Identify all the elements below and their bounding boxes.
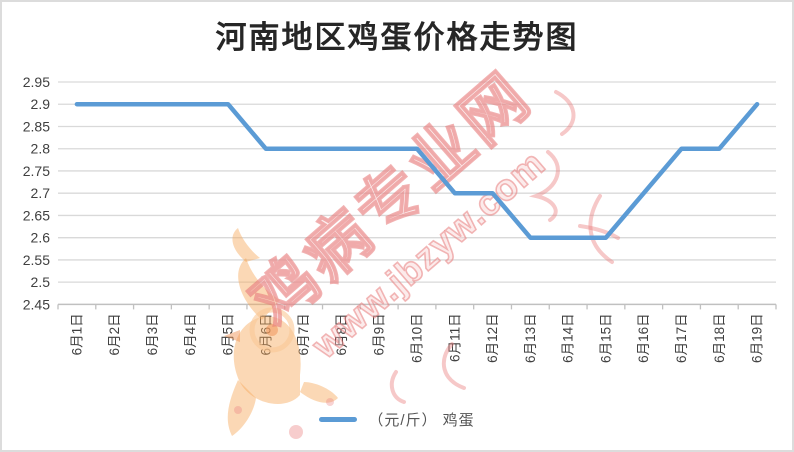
price-line-series (74, 101, 760, 240)
x-axis-label: 6月7日 (296, 313, 311, 355)
y-axis-label: 2.65 (23, 207, 50, 223)
legend: （元/斤） 鸡蛋 (0, 409, 794, 430)
x-axis-label: 6月19日 (750, 313, 765, 363)
y-axis-label: 2.8 (31, 141, 51, 157)
x-axis-label: 6月11日 (447, 313, 462, 362)
legend-line-swatch (319, 417, 358, 422)
x-axis-label: 6月12日 (485, 313, 500, 363)
x-axis-label: 6月17日 (674, 313, 689, 363)
y-axis-label: 2.75 (23, 163, 50, 179)
y-axis-label: 2.95 (23, 74, 50, 90)
x-axis-label: 6月3日 (145, 313, 160, 355)
x-axis-label: 6月18日 (712, 313, 727, 363)
x-axis-label: 6月16日 (636, 313, 651, 363)
y-axis-label: 2.5 (31, 274, 51, 290)
x-axis-label: 6月14日 (561, 313, 576, 363)
y-axis-label: 2.55 (23, 252, 50, 268)
x-axis-label: 6月10日 (410, 313, 425, 363)
x-axis-label: 6月2日 (107, 313, 122, 355)
x-axis-label: 6月1日 (69, 313, 84, 355)
x-axis-label: 6月13日 (523, 313, 538, 363)
y-axis-label: 2.85 (23, 118, 50, 134)
y-axis-label: 2.7 (31, 185, 51, 201)
x-axis-label: 6月8日 (334, 313, 349, 355)
y-axis-label: 2.9 (31, 96, 51, 112)
x-axis-label: 6月9日 (372, 313, 387, 355)
x-axis-label: 6月4日 (183, 313, 198, 355)
legend-label: （元/斤） 鸡蛋 (368, 412, 475, 429)
y-axis-label: 2.6 (31, 230, 51, 246)
y-axis-label: 2.45 (23, 296, 50, 312)
x-axis-label: 6月15日 (598, 313, 613, 363)
